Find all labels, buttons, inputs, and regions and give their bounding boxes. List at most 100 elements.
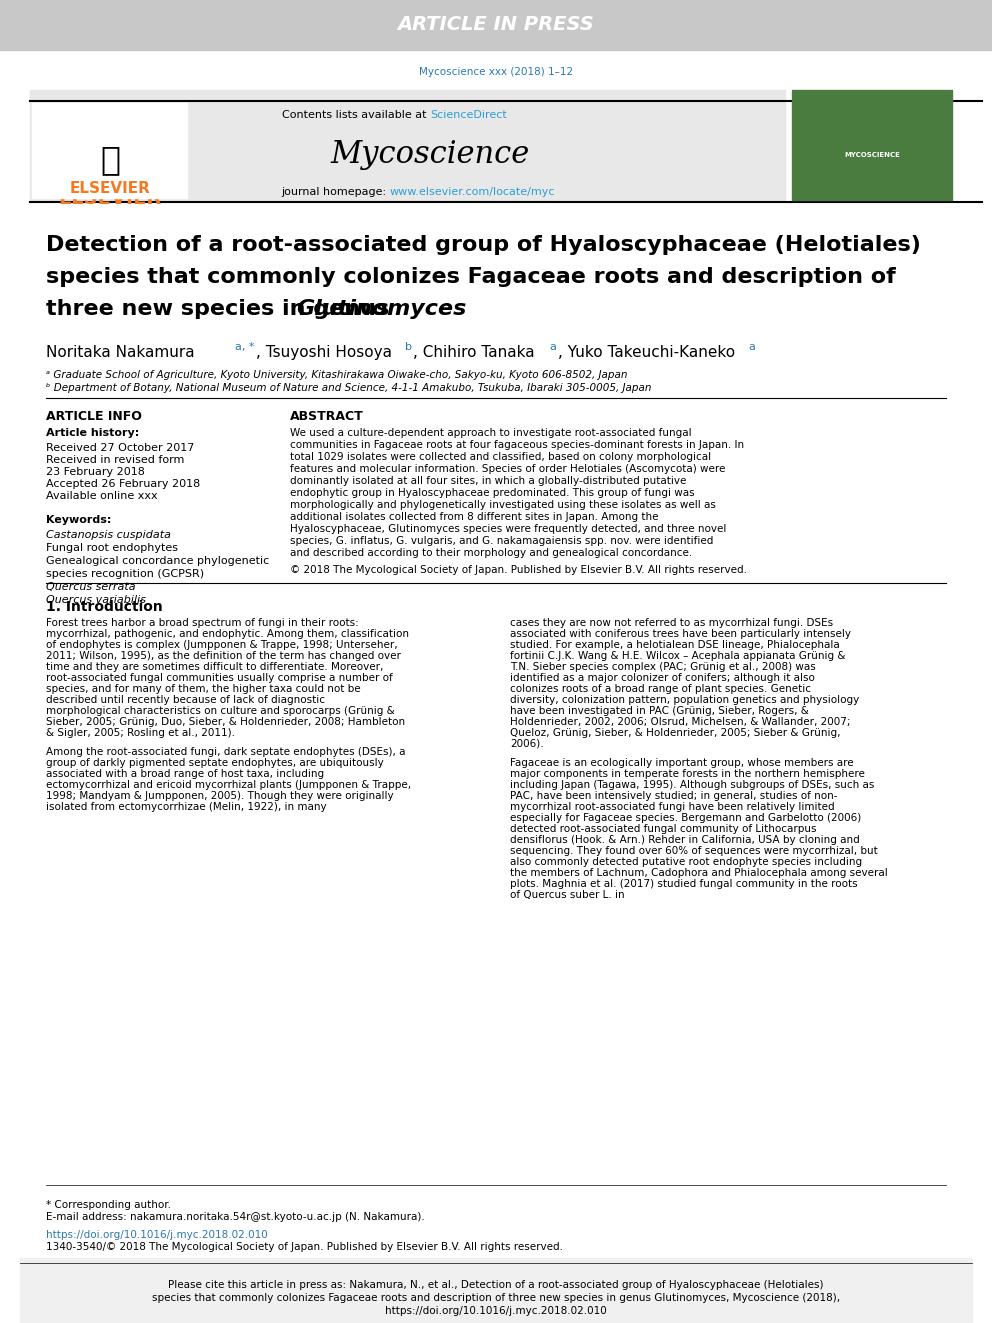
Text: major components in temperate forests in the northern hemisphere: major components in temperate forests in… — [510, 769, 865, 779]
Text: Noritaka Nakamura: Noritaka Nakamura — [46, 345, 199, 360]
Bar — [20, 1258, 972, 1323]
Text: 2006).: 2006). — [510, 740, 544, 749]
Text: www.elsevier.com/locate/myc: www.elsevier.com/locate/myc — [390, 187, 556, 197]
Text: a, *: a, * — [235, 343, 255, 352]
Text: Hyaloscyphaceae, Glutinomyces species were frequently detected, and three novel: Hyaloscyphaceae, Glutinomyces species we… — [290, 524, 726, 534]
Text: of Quercus suber L. in: of Quercus suber L. in — [510, 890, 625, 900]
Text: morphologically and phylogenetically investigated using these isolates as well a: morphologically and phylogenetically inv… — [290, 500, 716, 509]
Text: identified as a major colonizer of conifers; although it also: identified as a major colonizer of conif… — [510, 673, 814, 683]
Text: Contents lists available at: Contents lists available at — [282, 110, 430, 120]
Text: have been investigated in PAC (Grünig, Sieber, Rogers, &: have been investigated in PAC (Grünig, S… — [510, 706, 808, 716]
Text: Mycoscience xxx (2018) 1–12: Mycoscience xxx (2018) 1–12 — [419, 67, 573, 77]
Text: mycorrhizal root-associated fungi have been relatively limited: mycorrhizal root-associated fungi have b… — [510, 802, 834, 812]
Text: communities in Fagaceae roots at four fagaceous species-dominant forests in Japa: communities in Fagaceae roots at four fa… — [290, 441, 744, 450]
Text: detected root-associated fungal community of Lithocarpus: detected root-associated fungal communit… — [510, 824, 816, 833]
Text: associated with coniferous trees have been particularly intensely: associated with coniferous trees have be… — [510, 628, 851, 639]
Text: time and they are sometimes difficult to differentiate. Moreover,: time and they are sometimes difficult to… — [46, 662, 383, 672]
Text: especially for Fagaceae species. Bergemann and Garbelotto (2006): especially for Fagaceae species. Bergema… — [510, 814, 861, 823]
Text: ABSTRACT: ABSTRACT — [290, 410, 364, 423]
Text: Fagaceae is an ecologically important group, whose members are: Fagaceae is an ecologically important gr… — [510, 758, 854, 767]
Text: ScienceDirect: ScienceDirect — [430, 110, 507, 120]
Text: Detection of a root-associated group of Hyaloscyphaceae (Helotiales): Detection of a root-associated group of … — [46, 235, 921, 255]
Text: 23 February 2018: 23 February 2018 — [46, 467, 145, 478]
Text: ᵇ Department of Botany, National Museum of Nature and Science, 4-1-1 Amakubo, Ts: ᵇ Department of Botany, National Museum … — [46, 382, 652, 393]
Text: 🌳: 🌳 — [100, 143, 120, 176]
Text: Glutinomyces: Glutinomyces — [296, 299, 466, 319]
Text: total 1029 isolates were collected and classified, based on colony morphological: total 1029 isolates were collected and c… — [290, 452, 711, 462]
Text: E-mail address: nakamura.noritaka.54r@st.kyoto-u.ac.jp (N. Nakamura).: E-mail address: nakamura.noritaka.54r@st… — [46, 1212, 425, 1222]
Text: endophytic group in Hyaloscyphaceae predominated. This group of fungi was: endophytic group in Hyaloscyphaceae pred… — [290, 488, 694, 497]
Text: Among the root-associated fungi, dark septate endophytes (DSEs), a: Among the root-associated fungi, dark se… — [46, 747, 406, 757]
Text: species that commonly colonizes Fagaceae roots and description of: species that commonly colonizes Fagaceae… — [46, 267, 896, 287]
Text: a: a — [549, 343, 556, 352]
Text: morphological characteristics on culture and sporocarps (Grünig &: morphological characteristics on culture… — [46, 706, 395, 716]
Text: Genealogical concordance phylogenetic: Genealogical concordance phylogenetic — [46, 556, 269, 566]
Text: MYCOSCIENCE: MYCOSCIENCE — [844, 152, 900, 157]
Text: mycorrhizal, pathogenic, and endophytic. Among them, classification: mycorrhizal, pathogenic, and endophytic.… — [46, 628, 409, 639]
Text: Accepted 26 February 2018: Accepted 26 February 2018 — [46, 479, 200, 490]
Text: ectomycorrhizal and ericoid mycorrhizal plants (Jumpponen & Trappe,: ectomycorrhizal and ericoid mycorrhizal … — [46, 781, 411, 790]
Text: , Yuko Takeuchi-Kaneko: , Yuko Takeuchi-Kaneko — [558, 345, 740, 360]
Text: Keywords:: Keywords: — [46, 515, 111, 525]
Text: Sieber, 2005; Grünig, Duo, Sieber, & Holdenrieder, 2008; Hambleton: Sieber, 2005; Grünig, Duo, Sieber, & Hol… — [46, 717, 405, 728]
Text: We used a culture-dependent approach to investigate root-associated fungal: We used a culture-dependent approach to … — [290, 429, 691, 438]
Text: root-associated fungal communities usually comprise a number of: root-associated fungal communities usual… — [46, 673, 393, 683]
Text: Holdenrieder, 2002, 2006; Olsrud, Michelsen, & Wallander, 2007;: Holdenrieder, 2002, 2006; Olsrud, Michel… — [510, 717, 850, 728]
Text: b: b — [405, 343, 412, 352]
Text: ᵃ Graduate School of Agriculture, Kyoto University, Kitashirakawa Oiwake-cho, Sa: ᵃ Graduate School of Agriculture, Kyoto … — [46, 370, 628, 380]
Text: Available online xxx: Available online xxx — [46, 491, 158, 501]
Text: associated with a broad range of host taxa, including: associated with a broad range of host ta… — [46, 769, 324, 779]
Text: including Japan (Tagawa, 1995). Although subgroups of DSEs, such as: including Japan (Tagawa, 1995). Although… — [510, 781, 874, 790]
Text: colonizes roots of a broad range of plant species. Genetic: colonizes roots of a broad range of plan… — [510, 684, 811, 695]
Text: sequencing. They found over 60% of sequences were mycorrhizal, but: sequencing. They found over 60% of seque… — [510, 845, 878, 856]
Text: ELSEVIER: ELSEVIER — [69, 181, 151, 196]
Text: Article history:: Article history: — [46, 429, 139, 438]
Text: Received in revised form: Received in revised form — [46, 455, 185, 464]
Text: 2011; Wilson, 1995), as the definition of the term has changed over: 2011; Wilson, 1995), as the definition o… — [46, 651, 401, 662]
Text: cases they are now not referred to as mycorrhizal fungi. DSEs: cases they are now not referred to as my… — [510, 618, 833, 628]
Text: diversity, colonization pattern, population genetics and physiology: diversity, colonization pattern, populat… — [510, 695, 859, 705]
Text: , Chihiro Tanaka: , Chihiro Tanaka — [413, 345, 540, 360]
Text: 1. Introduction: 1. Introduction — [46, 601, 163, 614]
Bar — [792, 90, 952, 200]
Text: plots. Maghnia et al. (2017) studied fungal community in the roots: plots. Maghnia et al. (2017) studied fun… — [510, 878, 858, 889]
Text: studied. For example, a helotialean DSE lineage, Phialocephala: studied. For example, a helotialean DSE … — [510, 640, 840, 650]
Text: and described according to their morphology and genealogical concordance.: and described according to their morphol… — [290, 548, 692, 558]
Text: https://doi.org/10.1016/j.myc.2018.02.010: https://doi.org/10.1016/j.myc.2018.02.01… — [385, 1306, 607, 1316]
Text: species that commonly colonizes Fagaceae roots and description of three new spec: species that commonly colonizes Fagaceae… — [152, 1293, 840, 1303]
Text: Queloz, Grünig, Sieber, & Holdenrieder, 2005; Sieber & Grünig,: Queloz, Grünig, Sieber, & Holdenrieder, … — [510, 728, 840, 738]
Text: fortinii C.J.K. Wang & H.E. Wilcox – Acephala appianata Grünig &: fortinii C.J.K. Wang & H.E. Wilcox – Ace… — [510, 651, 845, 662]
Text: ARTICLE IN PRESS: ARTICLE IN PRESS — [398, 16, 594, 34]
Text: species, and for many of them, the higher taxa could not be: species, and for many of them, the highe… — [46, 684, 361, 695]
Text: three new species in genus: three new species in genus — [46, 299, 397, 319]
Text: additional isolates collected from 8 different sites in Japan. Among the: additional isolates collected from 8 dif… — [290, 512, 659, 523]
Bar — [0, 0, 992, 50]
Text: ELSEVIER: ELSEVIER — [59, 188, 162, 208]
Text: species recognition (GCPSR): species recognition (GCPSR) — [46, 569, 204, 579]
Text: dominantly isolated at all four sites, in which a globally-distributed putative: dominantly isolated at all four sites, i… — [290, 476, 686, 486]
Text: Received 27 October 2017: Received 27 October 2017 — [46, 443, 194, 452]
Text: features and molecular information. Species of order Helotiales (Ascomycota) wer: features and molecular information. Spec… — [290, 464, 725, 474]
Text: & Sigler, 2005; Rosling et al., 2011).: & Sigler, 2005; Rosling et al., 2011). — [46, 728, 235, 738]
Text: * Corresponding author.: * Corresponding author. — [46, 1200, 171, 1211]
Text: , Tsuyoshi Hosoya: , Tsuyoshi Hosoya — [256, 345, 397, 360]
Text: Castanopsis cuspidata: Castanopsis cuspidata — [46, 531, 171, 540]
Text: described until recently because of lack of diagnostic: described until recently because of lack… — [46, 695, 325, 705]
Text: Quercus serrata: Quercus serrata — [46, 582, 136, 591]
Text: densiflorus (Hook. & Arn.) Rehder in California, USA by cloning and: densiflorus (Hook. & Arn.) Rehder in Cal… — [510, 835, 860, 845]
Text: 1998; Mandyam & Jumpponen, 2005). Though they were originally: 1998; Mandyam & Jumpponen, 2005). Though… — [46, 791, 394, 800]
Text: Mycoscience: Mycoscience — [330, 139, 530, 171]
Text: group of darkly pigmented septate endophytes, are ubiquitously: group of darkly pigmented septate endoph… — [46, 758, 384, 767]
Text: ARTICLE INFO: ARTICLE INFO — [46, 410, 142, 423]
Text: journal homepage:: journal homepage: — [282, 187, 390, 197]
Text: the members of Lachnum, Cadophora and Phialocephala among several: the members of Lachnum, Cadophora and Ph… — [510, 868, 888, 878]
Text: © 2018 The Mycological Society of Japan. Published by Elsevier B.V. All rights r: © 2018 The Mycological Society of Japan.… — [290, 565, 747, 576]
Text: a: a — [748, 343, 755, 352]
Text: Please cite this article in press as: Nakamura, N., et al., Detection of a root-: Please cite this article in press as: Na… — [169, 1279, 823, 1290]
Text: Fungal root endophytes: Fungal root endophytes — [46, 542, 178, 553]
Text: T.N. Sieber species complex (PAC; Grünig et al., 2008) was: T.N. Sieber species complex (PAC; Grünig… — [510, 662, 815, 672]
Text: PAC, have been intensively studied; in general, studies of non-: PAC, have been intensively studied; in g… — [510, 791, 837, 800]
Text: also commonly detected putative root endophyte species including: also commonly detected putative root end… — [510, 857, 862, 867]
Text: of endophytes is complex (Jumpponen & Trappe, 1998; Unterseher,: of endophytes is complex (Jumpponen & Tr… — [46, 640, 398, 650]
Text: Quercus variabilis: Quercus variabilis — [46, 595, 146, 605]
